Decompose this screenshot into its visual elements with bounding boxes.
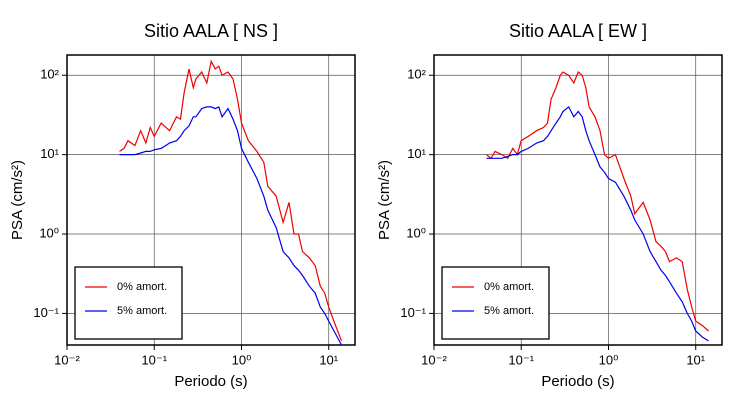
legend-box [441,266,550,340]
y-tick-label: 10² [40,67,59,82]
x-tick-label: 10⁻² [421,352,447,367]
x-tick-label: 10⁰ [599,352,619,367]
plot-frame [66,54,356,346]
legend-label: 0% amort. [484,281,534,293]
legend-label: 5% amort. [117,305,167,317]
y-tick-label: 10¹ [407,146,426,161]
y-tick-label: 10⁰ [39,225,59,240]
chart-title: Sitio AALA [ EW ] [509,21,647,41]
plot-frame [433,54,723,346]
legend-label: 0% amort. [117,281,167,293]
legend-label: 5% amort. [484,305,534,317]
y-tick-label: 10⁻¹ [400,305,426,320]
x-tick-label: 10⁻² [54,352,80,367]
x-tick-label: 10¹ [319,352,338,367]
y-tick-label: 10¹ [40,146,59,161]
y-axis-label: PSA (cm/s²) [376,160,393,240]
legend-box [74,266,183,340]
x-axis-label: Periodo (s) [541,373,614,390]
y-tick-label: 10⁰ [406,225,426,240]
data-line [119,106,343,346]
y-tick-label: 10⁻¹ [33,305,59,320]
x-tick-label: 10⁻¹ [141,352,167,367]
x-tick-label: 10⁻¹ [508,352,534,367]
x-tick-label: 10¹ [686,352,705,367]
chart-title: Sitio AALA [ NS ] [144,21,278,41]
y-tick-label: 10² [407,67,426,82]
data-line [119,59,343,342]
data-line [486,105,709,342]
y-axis-label: PSA (cm/s²) [9,160,26,240]
x-tick-label: 10⁰ [232,352,252,367]
x-axis-label: Periodo (s) [174,373,247,390]
data-line [486,71,709,332]
